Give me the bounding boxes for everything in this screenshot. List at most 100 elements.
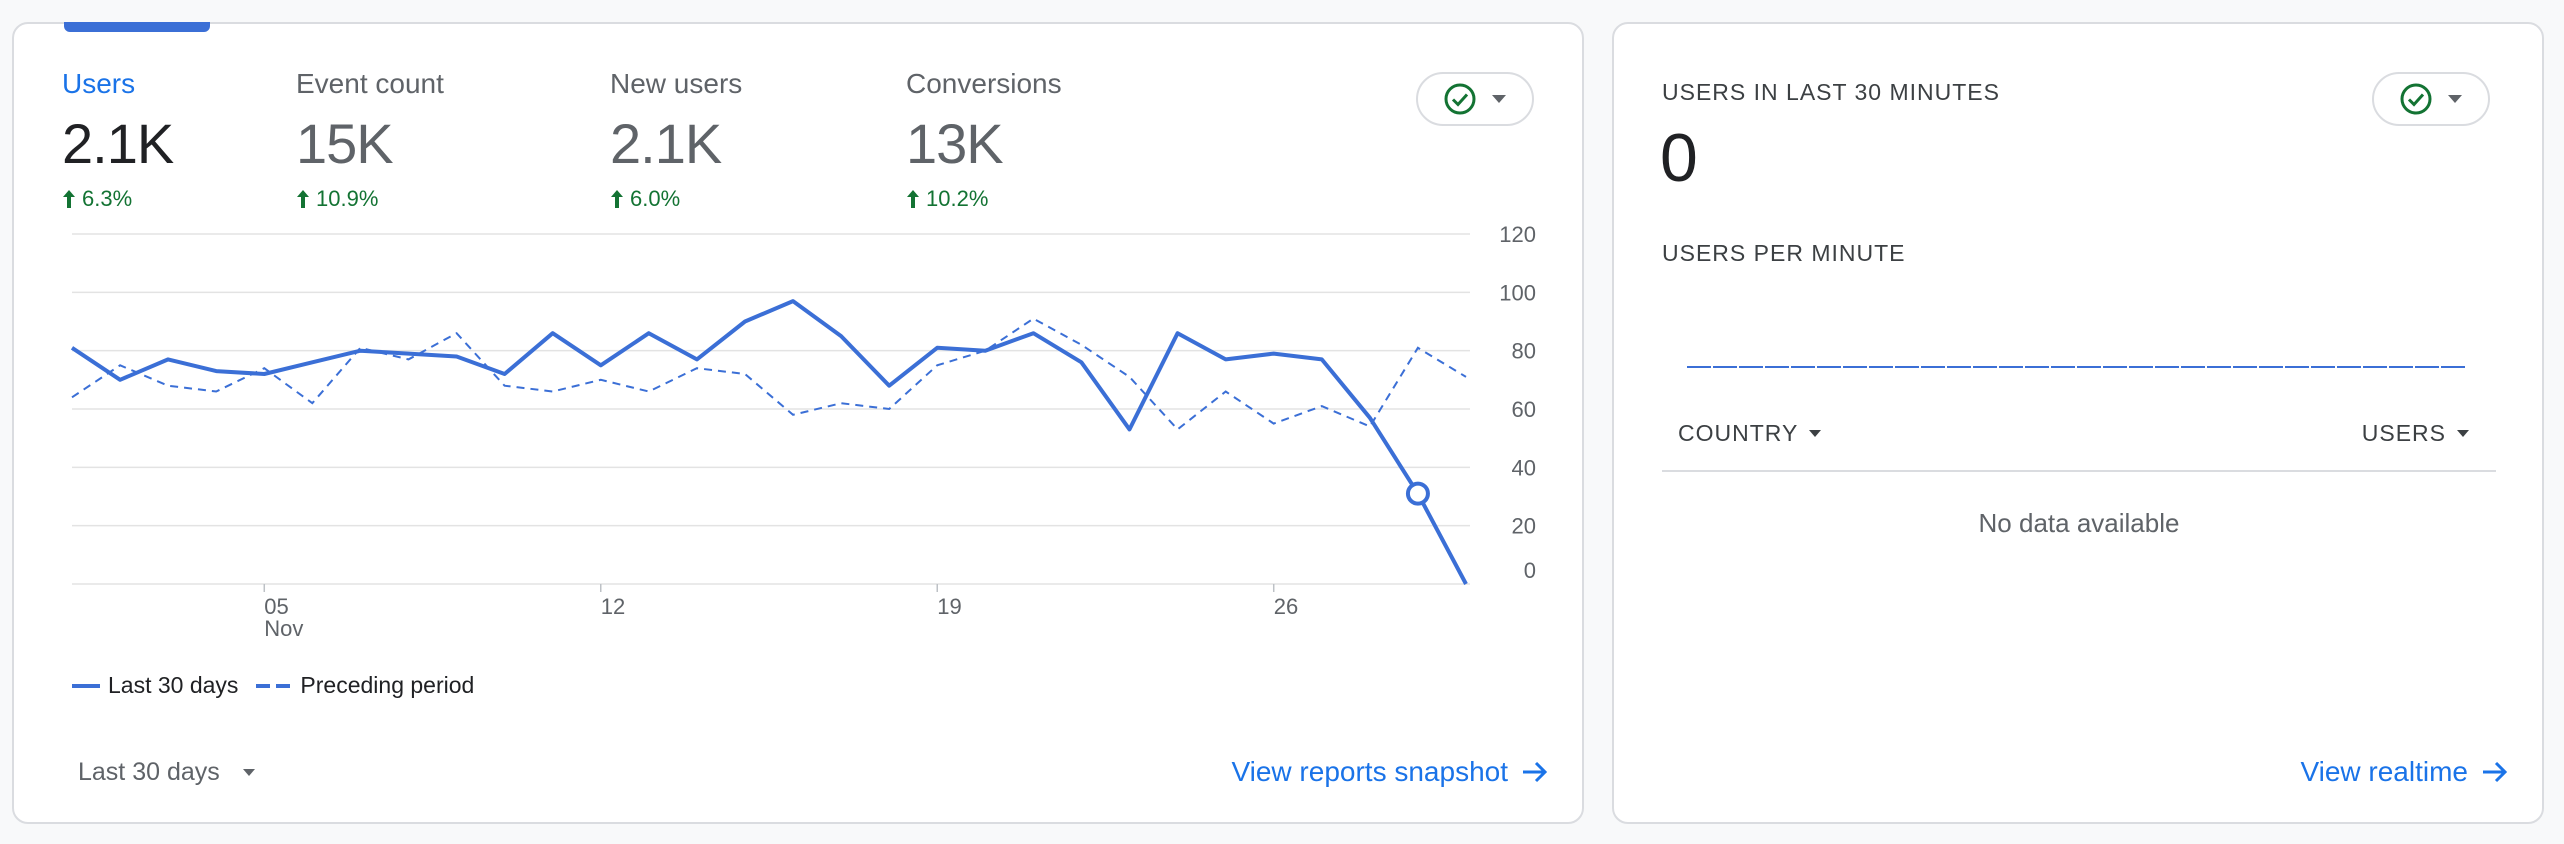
metric-change: 6.3% [62, 186, 173, 212]
minute-bar [1999, 366, 2023, 368]
metric-conversions[interactable]: Conversions 13K 10.2% [906, 68, 1062, 212]
minute-bar [2389, 366, 2413, 368]
arrow-up-icon [611, 190, 623, 208]
y-tick-label: 100 [1499, 280, 1536, 305]
metric-label: Event count [296, 68, 444, 99]
x-tick-label: 19 [937, 594, 961, 619]
minute-bar [1947, 366, 1971, 368]
minute-bar [2233, 366, 2257, 368]
metric-change: 10.9% [296, 186, 444, 212]
x-tick-label: 12 [601, 594, 625, 619]
overview-card: Users 2.1K 6.3% Event count 15K 10.9% Ne… [12, 22, 1584, 824]
caret-down-icon [242, 769, 255, 776]
y-tick-label: 0 [1524, 558, 1536, 583]
metric-change: 6.0% [610, 186, 742, 212]
arrow-up-icon [907, 190, 919, 208]
metric-value: 13K [906, 112, 1004, 175]
view-realtime-link[interactable]: View realtime [2300, 756, 2508, 788]
metric-users[interactable]: Users 2.1K 6.3% [62, 68, 174, 212]
metric-change-value: 10.2% [926, 186, 989, 211]
legend-label: Last 30 days [108, 672, 239, 698]
minute-bar [2441, 366, 2465, 368]
arrow-up-icon [63, 190, 75, 208]
column-label: USERS [2361, 420, 2446, 446]
minute-bar [1895, 366, 1919, 368]
y-tick-label: 80 [1512, 339, 1536, 364]
metric-label: New users [610, 68, 743, 99]
empty-state-message: No data available [1978, 508, 2180, 538]
legend-item-preceding: Preceding period [256, 672, 474, 699]
realtime-user-count: 0 [1660, 120, 1698, 196]
highlight-point [1405, 481, 1430, 506]
date-range-dropdown[interactable]: Last 30 days [78, 758, 256, 787]
arrow-right-icon [1523, 761, 1548, 783]
caret-down-icon [1809, 430, 1822, 437]
arrow-right-icon [2483, 761, 2508, 783]
caret-down-icon [2448, 95, 2462, 103]
minute-bar [2207, 366, 2231, 368]
chart-legend: Last 30 days Preceding period [72, 672, 492, 699]
minute-bar [1817, 366, 1841, 368]
minute-bar [2363, 366, 2387, 368]
country-column-header[interactable]: COUNTRY [1678, 420, 1822, 447]
minute-bar [2077, 366, 2101, 368]
metric-change-value: 10.9% [316, 186, 379, 211]
metric-label: Conversions [906, 68, 1062, 99]
check-circle-icon [2400, 83, 2432, 115]
minute-bar [1791, 366, 1815, 368]
x-tick-label: 05 [264, 594, 288, 619]
minute-bar [2051, 366, 2075, 368]
link-label: View reports snapshot [1231, 756, 1508, 787]
y-tick-label: 40 [1512, 455, 1536, 480]
users-per-minute-bars [1687, 366, 2465, 368]
check-circle-icon [1444, 83, 1476, 115]
y-tick-label: 60 [1512, 397, 1536, 422]
series-line-last-30-days [70, 299, 1468, 585]
metric-value: 15K [296, 112, 394, 175]
metric-event-count[interactable]: Event count 15K 10.9% [296, 68, 444, 212]
dashed-line-swatch [256, 683, 291, 688]
comparison-status-button[interactable] [1416, 72, 1534, 126]
column-label: COUNTRY [1678, 420, 1799, 446]
users-per-minute-title: USERS PER MINUTE [1662, 240, 1906, 266]
minute-bar [1765, 366, 1789, 368]
legend-label: Preceding period [300, 672, 475, 698]
metric-label: Users [62, 68, 136, 99]
minute-bar [1843, 366, 1867, 368]
y-tick-label: 120 [1499, 222, 1536, 247]
minute-bar [2129, 366, 2153, 368]
minute-bar [2415, 366, 2439, 368]
caret-down-icon [2457, 430, 2469, 437]
minute-bar [1687, 366, 1711, 368]
arrow-up-icon [297, 190, 309, 208]
minute-bar [2103, 366, 2127, 368]
metric-new-users[interactable]: New users 2.1K 6.0% [610, 68, 742, 212]
metric-change: 10.2% [906, 186, 1062, 212]
table-divider [1662, 470, 2496, 472]
minute-bar [2025, 366, 2049, 368]
minute-bar [2155, 366, 2179, 368]
minute-bar [1713, 366, 1737, 368]
minute-bar [1921, 366, 1945, 368]
link-label: View realtime [2300, 756, 2468, 787]
realtime-card: USERS IN LAST 30 MINUTES 0 USERS PER MIN… [1612, 22, 2544, 824]
y-tick-label: 20 [1512, 514, 1536, 539]
minute-bar [2337, 366, 2361, 368]
minute-bar [2311, 366, 2335, 368]
series-line-preceding-period [71, 317, 1467, 431]
legend-item-current: Last 30 days [72, 672, 238, 699]
users-column-header[interactable]: USERS [2362, 420, 2470, 447]
minute-bar [2285, 366, 2309, 368]
minute-bar [1869, 366, 1893, 368]
solid-line-swatch [72, 683, 100, 688]
active-tab-indicator [64, 22, 210, 32]
realtime-status-button[interactable] [2372, 72, 2490, 126]
realtime-title: USERS IN LAST 30 MINUTES [1662, 79, 2000, 105]
minute-bar [2181, 366, 2205, 368]
x-tick-month-label: Nov [264, 616, 303, 641]
date-range-label: Last 30 days [78, 758, 220, 786]
x-tick-label: 26 [1274, 594, 1298, 619]
view-reports-snapshot-link[interactable]: View reports snapshot [1231, 756, 1548, 788]
metric-value: 2.1K [610, 112, 722, 175]
